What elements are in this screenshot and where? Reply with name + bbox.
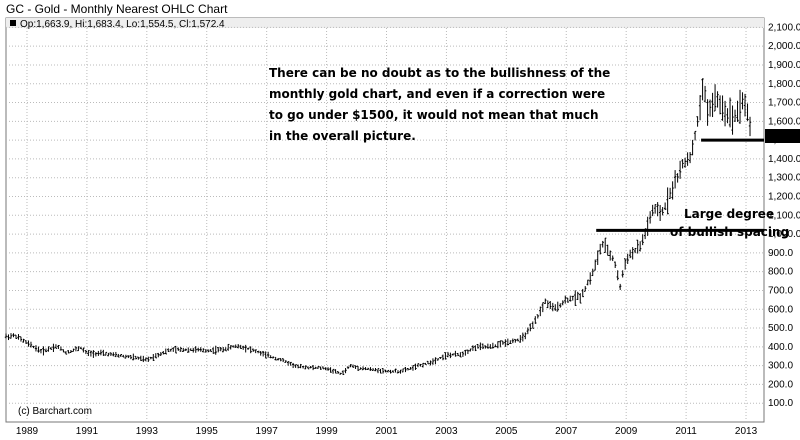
x-tick-label: 2005 [495, 426, 518, 437]
x-tick-label: 2013 [735, 426, 758, 437]
spacing-label-line: Large degree [684, 207, 774, 221]
ohlc-readout-band [6, 18, 764, 28]
y-tick-label: 500.0 [768, 323, 793, 334]
annotation-line: There can be no doubt as to the bullishn… [269, 66, 610, 80]
grid [6, 26, 764, 422]
axes: 100.0 200.0 300.0 400.0 500.0 600.0 700.0 800.0… [16, 22, 800, 437]
y-tick-label: 200.0 [768, 379, 793, 390]
y-tick-label: 800.0 [768, 267, 793, 278]
spacing-label: Large degree of bullish spacing [670, 207, 789, 239]
annotation-text: There can be no doubt as to the bullishn… [269, 66, 615, 143]
y-tick-label: 1,300.0 [768, 173, 800, 184]
x-tick-label: 1999 [315, 426, 338, 437]
y-tick-label: 2,100.0 [768, 22, 800, 33]
y-tick-label: 1,800.0 [768, 79, 800, 90]
y-tick-label: 1,100.0 [768, 210, 800, 221]
y-tick-label: 1,700.0 [768, 98, 800, 109]
support-lines [596, 138, 764, 232]
annotation-line: monthly gold chart, and even if a correc… [269, 87, 605, 101]
y-tick-label: 900.0 [768, 248, 793, 259]
x-tick-label: 1989 [16, 426, 39, 437]
y-tick-label: 1,400.0 [768, 154, 800, 165]
x-tick-label: 2001 [375, 426, 398, 437]
x-tick-label: 2003 [435, 426, 458, 437]
ohlc-readout: Op:1,663.9, Hi:1,683.4, Lo:1,554.5, Cl:1… [20, 19, 225, 30]
x-tick-label: 2009 [615, 426, 638, 437]
y-tick-label: 1,200.0 [768, 192, 800, 203]
y-tick-label: 2,000.0 [768, 41, 800, 52]
x-tick-label: 1993 [136, 426, 159, 437]
annotation-line: to go under $1500, it would not mean tha… [269, 108, 599, 122]
credit-text: (c) Barchart.com [18, 406, 92, 417]
spacing-label-line: of bullish spacing [670, 225, 789, 239]
price-bars [4, 78, 752, 376]
last-price-label: 1,572.4 [768, 132, 800, 143]
x-tick-label: 1997 [256, 426, 279, 437]
y-tick-label: 100.0 [768, 398, 793, 409]
x-tick-label: 1991 [76, 426, 99, 437]
last-price-badge [765, 129, 800, 143]
plot-area [5, 17, 765, 423]
y-tick-label: 1,000.0 [768, 229, 800, 240]
x-tick-label: 2007 [555, 426, 578, 437]
x-tick-label: 1995 [196, 426, 219, 437]
y-tick-label: 1,900.0 [768, 60, 800, 71]
ohlc-marker-icon [10, 20, 16, 26]
annotation-line: in the overall picture. [269, 129, 416, 143]
y-tick-label: 700.0 [768, 285, 793, 296]
x-tick-label: 2011 [675, 426, 697, 437]
y-tick-label: 300.0 [768, 361, 793, 372]
y-tick-label: 400.0 [768, 342, 793, 353]
y-tick-label: 600.0 [768, 304, 793, 315]
chart-title: GC - Gold - Monthly Nearest OHLC Chart [6, 2, 228, 16]
y-tick-label: 1,600.0 [768, 116, 800, 127]
